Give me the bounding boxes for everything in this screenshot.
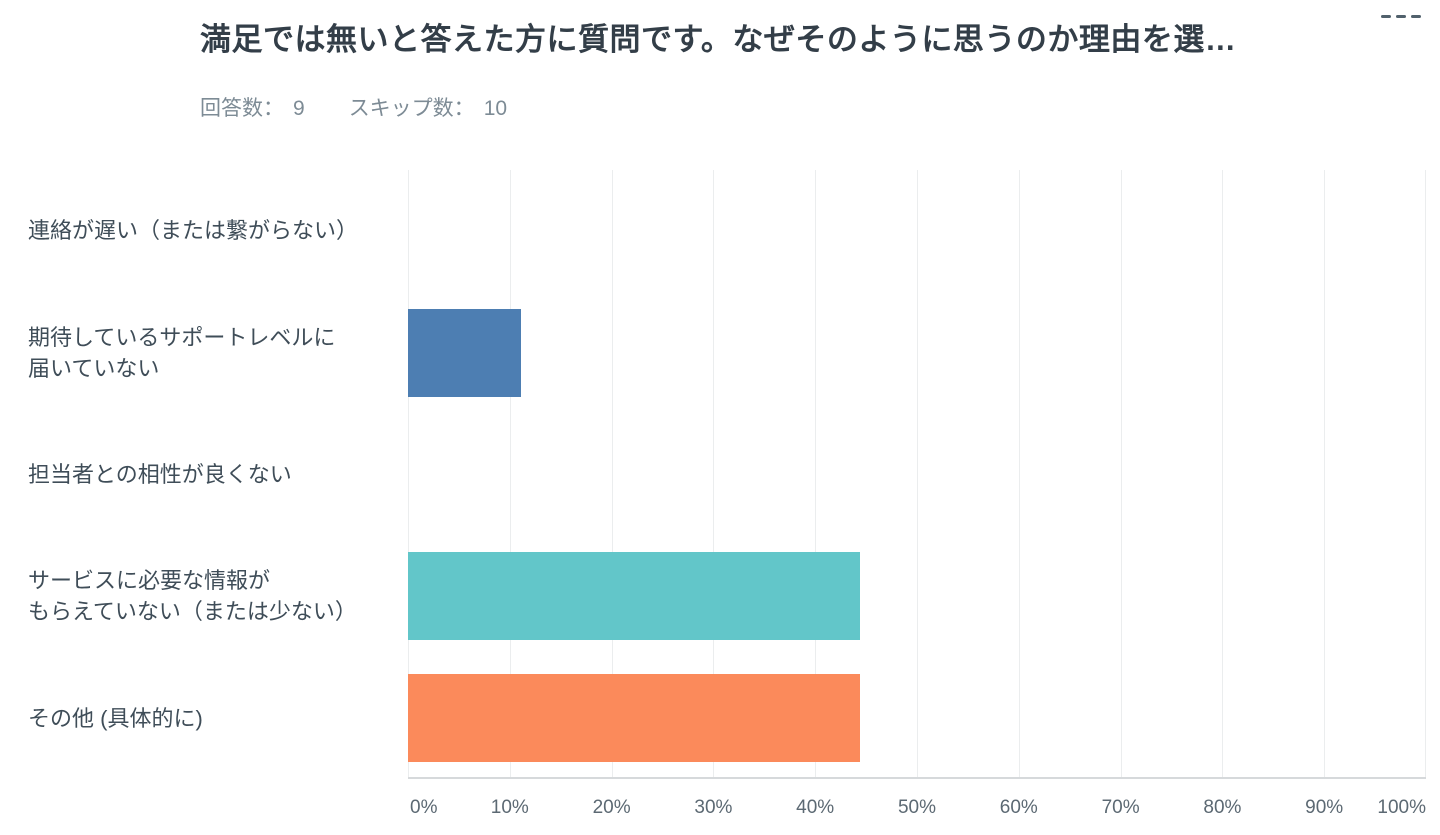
answered-value: 9 [293,97,305,120]
bar[interactable] [408,308,522,397]
gridline [1324,170,1326,777]
x-tick-label: 70% [1101,797,1140,818]
gridline [1222,170,1224,777]
bar-track [408,187,1426,275]
bar-track [408,674,1426,763]
more-options-dash [1396,15,1406,18]
category-label-line: 連絡が遅い（または繋がらない） [28,218,359,244]
chart-row: サービスに必要な情報がもらえていない（または少ない） [0,535,1440,657]
category-label-line: その他 (具体的に) [28,705,203,731]
gridline [509,170,511,777]
gridline [408,170,409,777]
category-label-line: 担当者との相性が良くない [28,461,292,487]
bar-track [408,308,1426,397]
gridline [611,170,613,777]
gridline [1425,170,1426,777]
bar[interactable] [408,674,861,763]
x-tick-label: 0% [410,797,438,818]
more-options-icon[interactable] [1377,11,1425,22]
skipped-value: 10 [483,97,508,120]
question-title: 満足では無いと答えた方に質問です。なぜそのように思うのか理由を選… [200,22,1237,57]
x-tick-label: 50% [897,797,937,818]
plot-area [408,170,1426,779]
category-label: サービスに必要な情報がもらえていない（または少ない） [0,565,408,627]
category-label: 期待しているサポートレベルに 届いていない [0,322,408,384]
bar[interactable] [408,552,861,641]
chart-rows: 連絡が遅い（または繋がらない） 期待しているサポートレベルに 届いていない担当者との… [0,170,1440,779]
category-label-line: もらえていない（または少ない） [28,599,357,625]
answered-label: 回答数： [200,97,284,120]
chart-row: 連絡が遅い（または繋がらない） [0,170,1440,292]
chart-row: その他 (具体的に) [0,657,1440,779]
more-options-dash [1411,15,1421,18]
skipped-label: スキップ数： [348,97,475,120]
gridline [1018,170,1020,777]
x-axis: 0% 10% 20% 30% 40% 50% 60% 70% 80% 90% 100% [408,797,1426,827]
x-tick-label: 100% [1377,797,1426,818]
category-label: 連絡が遅い（または繋がらない） [0,215,408,246]
bar-track [408,552,1426,641]
more-options-dash [1381,15,1391,18]
x-tick-label: 90% [1305,797,1344,818]
x-tick-label: 80% [1203,797,1242,818]
gridline [815,170,817,777]
category-label: 担当者との相性が良くない [0,459,408,490]
x-tick-label: 30% [694,797,733,818]
gridline [917,170,918,777]
x-tick-label: 20% [592,797,631,818]
x-tick-label: 60% [999,797,1038,818]
chart-row: 担当者との相性が良くない [0,414,1440,536]
x-tick-label: 40% [796,797,835,818]
category-label-line: 届いていない [28,355,160,381]
answered-stat: 回答数： 9 [200,92,305,122]
bar-track [408,430,1426,518]
gridline [1120,170,1122,777]
category-label-line: 期待しているサポートレベルに [28,324,336,350]
category-label-line: サービスに必要な情報が [28,568,271,594]
gridline [713,170,715,777]
skipped-stat: スキップ数： 10 [349,92,507,122]
category-label: その他 (具体的に) [0,703,408,734]
response-stats: 回答数： 9 スキップ数： 10 [200,92,507,122]
chart-row: 期待しているサポートレベルに 届いていない [0,292,1440,414]
x-tick-label: 10% [490,797,529,818]
bar-chart: 連絡が遅い（または繋がらない） 期待しているサポートレベルに 届いていない担当者との… [0,170,1440,779]
